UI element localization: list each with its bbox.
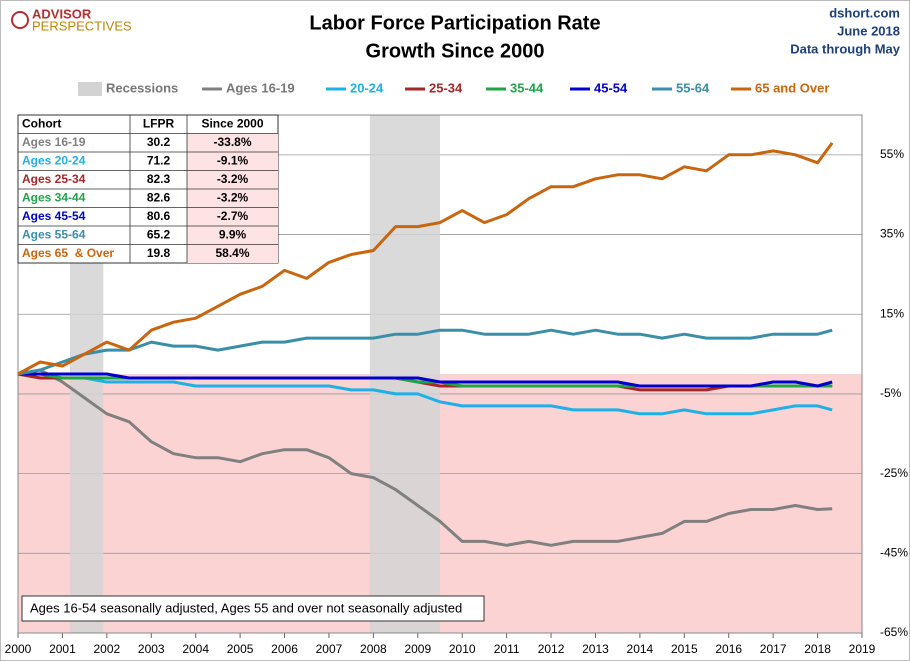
x-tick-label: 2004 <box>182 642 209 656</box>
x-tick-label: 2006 <box>271 642 298 656</box>
y-tick-label: 55% <box>880 147 904 161</box>
recession-band <box>369 115 440 633</box>
table-cell: Ages 20-24 <box>22 153 86 167</box>
table-pink <box>187 133 278 263</box>
legend-label: 45-54 <box>594 80 628 95</box>
y-tick-label: 35% <box>880 227 904 241</box>
table-header: LFPR <box>143 116 175 130</box>
legend-swatch <box>78 82 102 96</box>
note: Ages 16-54 seasonally adjusted, Ages 55 … <box>30 600 462 615</box>
series-line <box>18 372 833 388</box>
date: June 2018 <box>837 23 900 38</box>
through: Data through May <box>790 41 901 56</box>
x-tick-label: 2015 <box>671 642 698 656</box>
y-tick-label: -5% <box>880 386 902 400</box>
x-tick-label: 2008 <box>360 642 387 656</box>
table-cell: 30.2 <box>147 135 171 149</box>
x-tick-label: 2003 <box>138 642 165 656</box>
table-cell: 9.9% <box>219 227 247 241</box>
x-tick-label: 2016 <box>715 642 742 656</box>
chart-subtitle: Growth Since 2000 <box>366 40 545 62</box>
legend-label: 55-64 <box>676 80 710 95</box>
table-cell: 58.4% <box>215 246 249 260</box>
table-cell: Ages 45-54 <box>22 209 86 223</box>
table-cell: Ages 55-64 <box>22 227 86 241</box>
y-tick-label: -65% <box>880 625 908 639</box>
x-tick-label: 2010 <box>449 642 476 656</box>
site: dshort.com <box>829 5 900 20</box>
logo: ADVISOR <box>32 6 92 21</box>
legend-label: 35-44 <box>510 80 544 95</box>
series-line <box>17 142 834 376</box>
x-tick-label: 2002 <box>93 642 120 656</box>
table-cell: -9.1% <box>217 153 249 167</box>
note-box <box>21 595 485 622</box>
x-tick-label: 2000 <box>5 642 32 656</box>
table-cell: 82.6 <box>147 190 171 204</box>
table-cell: 65.2 <box>147 227 171 241</box>
x-tick-label: 2007 <box>316 642 343 656</box>
x-tick-label: 2001 <box>49 642 76 656</box>
table-cell: 80.6 <box>147 209 171 223</box>
logo: PERSPECTIVES <box>32 18 132 33</box>
y-tick-label: -25% <box>880 466 908 480</box>
table-header: Since 2000 <box>201 116 263 130</box>
table-cell: Ages 25-34 <box>22 172 86 186</box>
x-tick-label: 2017 <box>760 642 787 656</box>
table-cell: Ages 65 & Over <box>22 246 114 260</box>
table-cell: 82.3 <box>147 172 171 186</box>
y-tick-label: 15% <box>880 306 904 320</box>
table-cell: -33.8% <box>213 135 251 149</box>
legend-label: 20-24 <box>350 80 384 95</box>
table-cell: -3.2% <box>217 172 249 186</box>
x-tick-label: 2013 <box>582 642 609 656</box>
series-line <box>17 328 833 376</box>
table-cell: Ages 34-44 <box>22 190 86 204</box>
logo-icon <box>11 11 29 29</box>
legend-label: Ages 16-19 <box>226 80 295 95</box>
chart-title: Labor Force Participation Rate <box>309 12 600 34</box>
table-cell: Ages 16-19 <box>22 135 86 149</box>
legend-label: 25-34 <box>429 80 463 95</box>
series-line <box>17 372 833 416</box>
x-tick-label: 2014 <box>627 642 654 656</box>
x-tick-label: 2009 <box>404 642 431 656</box>
x-tick-label: 2005 <box>227 642 254 656</box>
x-tick-label: 2018 <box>804 642 831 656</box>
x-tick-label: 2011 <box>494 642 520 656</box>
table-cell: -3.2% <box>217 190 249 204</box>
table-cell: -2.7% <box>217 209 249 223</box>
table-cell: 71.2 <box>147 153 171 167</box>
x-tick-label: 2019 <box>849 642 876 656</box>
legend-label: Recessions <box>106 80 178 95</box>
table-header: Cohort <box>22 116 61 130</box>
legend-label: 65 and Over <box>755 80 829 95</box>
series-line <box>17 368 833 547</box>
x-tick-label: 2012 <box>538 642 565 656</box>
table-cell: 19.8 <box>147 246 171 260</box>
y-tick-label: -45% <box>880 545 908 559</box>
